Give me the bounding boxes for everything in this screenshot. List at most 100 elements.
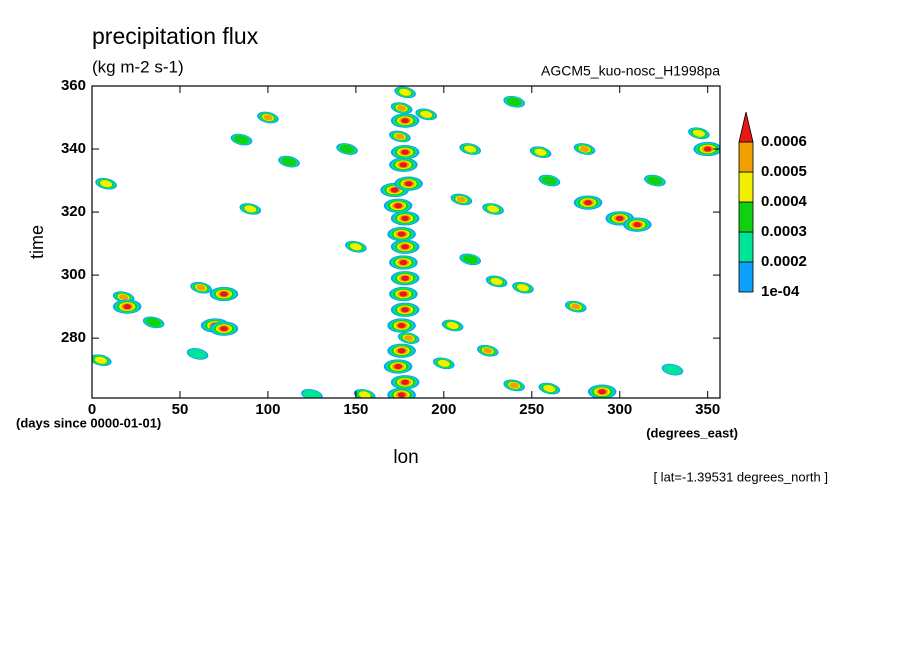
precip-cell xyxy=(112,299,142,314)
precip-cell xyxy=(92,354,112,367)
precip-cell xyxy=(394,176,423,191)
precip-cell xyxy=(390,145,420,160)
contour-band xyxy=(543,384,556,393)
precip-cell xyxy=(95,177,117,190)
contour-band xyxy=(401,244,410,250)
precip-cell xyxy=(503,95,526,108)
contour-band xyxy=(401,149,410,155)
y-tick-label: 320 xyxy=(61,203,86,220)
precip-cell xyxy=(485,275,508,288)
precip-cell xyxy=(390,302,420,317)
contour-band xyxy=(390,187,399,193)
contour-band xyxy=(281,157,297,166)
contour-band xyxy=(483,347,493,354)
precip-cell xyxy=(459,143,482,155)
contour-band xyxy=(462,255,478,264)
colorbar-label: 0.0003 xyxy=(761,223,807,240)
colorbar-label: 0.0005 xyxy=(761,163,807,180)
precip-cell xyxy=(239,203,262,215)
contour-band xyxy=(397,105,407,111)
contour-band xyxy=(464,145,477,153)
contour-band xyxy=(598,389,607,395)
contour-band xyxy=(397,348,406,354)
precip-cell xyxy=(390,239,420,254)
contour-band xyxy=(145,318,162,327)
precip-cell xyxy=(415,108,438,121)
chart-title: precipitation flux xyxy=(92,23,259,49)
contour-band xyxy=(397,392,406,398)
contour-band xyxy=(302,389,322,398)
x-tick-label: 50 xyxy=(172,401,189,418)
contour-band xyxy=(220,326,228,332)
precip-cell xyxy=(383,359,413,374)
precip-cell xyxy=(459,253,482,266)
contour-band xyxy=(516,284,530,292)
colorbar-label: 0.0006 xyxy=(761,133,807,150)
precip-cell xyxy=(230,133,253,146)
precip-cell xyxy=(538,382,561,395)
contour-band xyxy=(94,356,107,364)
y-tick-label: 300 xyxy=(61,266,86,283)
contour-band xyxy=(456,196,466,203)
model-label: AGCM5_kuo-nosc_H1998pa xyxy=(541,63,720,79)
precip-cell xyxy=(394,86,416,99)
contour-band xyxy=(394,363,402,370)
contour-band xyxy=(233,135,250,144)
precip-cell xyxy=(529,146,552,159)
precip-cell xyxy=(390,271,420,286)
precip-cell xyxy=(450,193,473,206)
precip-cell xyxy=(142,316,165,329)
contour-band xyxy=(571,303,581,310)
x-tick-label: 250 xyxy=(519,401,544,418)
precip-cell xyxy=(186,348,209,360)
contour-band xyxy=(99,180,113,188)
y-tick-label: 340 xyxy=(61,140,86,157)
precip-cell xyxy=(387,343,416,358)
precip-cell xyxy=(345,240,367,253)
contour-band xyxy=(584,200,592,206)
contour-band xyxy=(663,364,682,375)
contour-band xyxy=(395,133,405,140)
precip-cell xyxy=(387,226,416,242)
precip-cell xyxy=(441,319,464,332)
precip-cell xyxy=(383,198,413,213)
contour-band xyxy=(397,322,406,329)
contour-band xyxy=(692,129,705,137)
contour-band xyxy=(399,259,408,266)
contour-band xyxy=(358,391,371,398)
precip-cell xyxy=(688,127,710,140)
contour-field xyxy=(92,86,720,398)
precip-cell xyxy=(389,286,418,302)
precip-cell xyxy=(301,389,323,398)
contour-band xyxy=(401,379,410,385)
plot-frame xyxy=(91,85,721,399)
colorbar-label: 1e-04 xyxy=(761,283,800,300)
contour-band xyxy=(509,382,519,389)
precip-cell xyxy=(390,102,413,114)
contour-band xyxy=(541,176,558,185)
contour-band xyxy=(220,291,228,297)
colorbar-box xyxy=(738,201,754,233)
precip-cell xyxy=(389,255,418,270)
contour-band xyxy=(123,304,132,310)
precip-cell xyxy=(482,203,504,215)
precip-cell xyxy=(209,321,239,336)
colorbar-label: 0.0004 xyxy=(761,193,808,210)
precip-cell xyxy=(387,387,416,398)
x-tick-label: 300 xyxy=(607,401,632,418)
precip-cell xyxy=(564,300,587,313)
colorbar-box xyxy=(738,261,754,293)
contour-band xyxy=(244,205,257,213)
precip-cell xyxy=(278,155,300,168)
precip-cell xyxy=(336,143,358,155)
precip-cell xyxy=(512,281,534,294)
contour-band xyxy=(188,348,207,359)
precip-cell xyxy=(387,318,416,333)
y-axis-label: time xyxy=(27,225,47,259)
contour-band xyxy=(394,203,402,209)
contour-band xyxy=(401,118,410,124)
contour-band xyxy=(633,222,642,228)
contour-band xyxy=(490,277,503,285)
contour-band xyxy=(397,231,406,237)
precip-cell xyxy=(257,111,279,124)
